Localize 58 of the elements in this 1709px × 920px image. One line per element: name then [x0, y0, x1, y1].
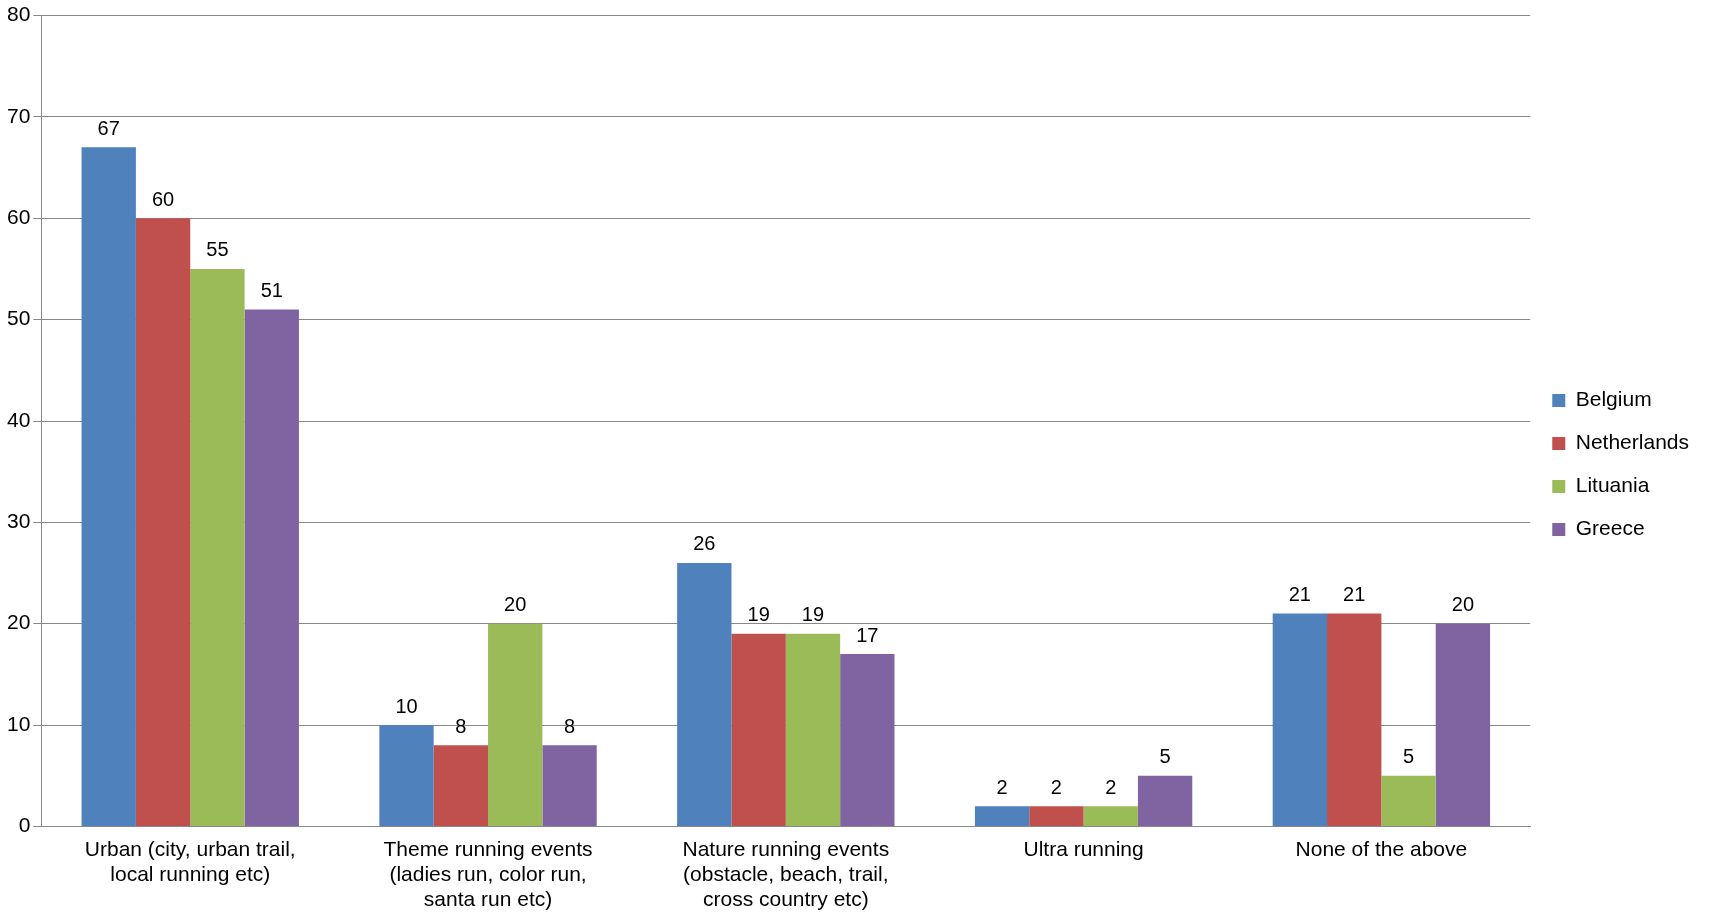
- data-label: 17: [856, 623, 879, 646]
- data-label: 55: [206, 238, 229, 261]
- x-tick-label: Ultra running: [1023, 836, 1144, 860]
- data-label: 20: [504, 593, 527, 616]
- bar: [1137, 775, 1193, 826]
- data-label: 26: [693, 532, 716, 555]
- data-label: 21: [1343, 583, 1366, 606]
- data-label: 5: [1402, 745, 1415, 768]
- bar: [190, 268, 245, 826]
- bar: [731, 633, 786, 826]
- bar: [135, 218, 191, 826]
- data-label: 51: [260, 279, 283, 302]
- data-label: 10: [395, 694, 418, 717]
- data-label: 20: [1451, 593, 1475, 616]
- bar: [840, 654, 895, 826]
- bar: [1327, 613, 1382, 826]
- bar: [1083, 806, 1138, 826]
- bar: [433, 745, 489, 826]
- x-tick-label: Urban (city, urban trail, local running etc): [84, 836, 296, 885]
- data-label: 19: [747, 603, 770, 626]
- y-tick-label: 0: [18, 813, 31, 837]
- bar: [1381, 775, 1436, 826]
- data-label: 67: [97, 116, 120, 139]
- legend-label: Lituania: [1575, 473, 1650, 497]
- bar: [1435, 623, 1491, 826]
- data-label: 21: [1288, 583, 1311, 606]
- x-tick-label: Theme running events (ladies run, color run, santa run etc): [383, 836, 593, 911]
- bar: [974, 806, 1030, 826]
- bar: [542, 745, 597, 826]
- data-label: 2: [996, 775, 1008, 798]
- y-tick-label: 40: [7, 407, 31, 431]
- data-label: 19: [801, 603, 825, 626]
- data-label: 5: [1159, 745, 1171, 768]
- data-label: 60: [151, 187, 175, 210]
- y-tick-label: 80: [7, 2, 31, 26]
- bar: [1272, 613, 1328, 826]
- legend-label: Greece: [1575, 516, 1645, 540]
- data-label: 8: [563, 714, 576, 737]
- y-tick-label: 30: [7, 509, 31, 533]
- y-tick-label: 50: [7, 306, 31, 330]
- bar: [81, 147, 136, 826]
- y-tick-label: 70: [7, 103, 31, 127]
- data-label: 8: [455, 714, 467, 737]
- legend-label: Belgium: [1575, 387, 1652, 411]
- legend-label: Netherlands: [1575, 430, 1689, 454]
- bar: [677, 562, 732, 826]
- y-tick-label: 10: [7, 711, 31, 735]
- x-tick-label: Nature running events (obstacle, beach, trail, cross country etc): [682, 836, 890, 911]
- bar: [785, 633, 841, 826]
- bar: [244, 309, 299, 826]
- bar: [488, 623, 543, 826]
- bar: [379, 725, 434, 826]
- y-tick-label: 20: [7, 610, 31, 634]
- data-label: 2: [1050, 775, 1062, 798]
- x-tick-label: None of the above: [1295, 836, 1468, 860]
- bar: [1029, 806, 1084, 826]
- y-tick-label: 60: [7, 205, 31, 229]
- data-label: 2: [1105, 775, 1117, 798]
